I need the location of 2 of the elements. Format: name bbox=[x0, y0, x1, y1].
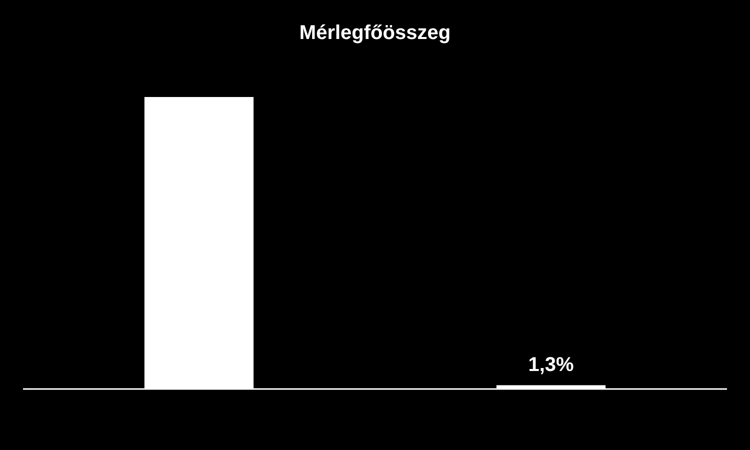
chart-title: Mérlegfőösszeg bbox=[299, 22, 451, 44]
data-label: 1,3% bbox=[528, 354, 574, 376]
